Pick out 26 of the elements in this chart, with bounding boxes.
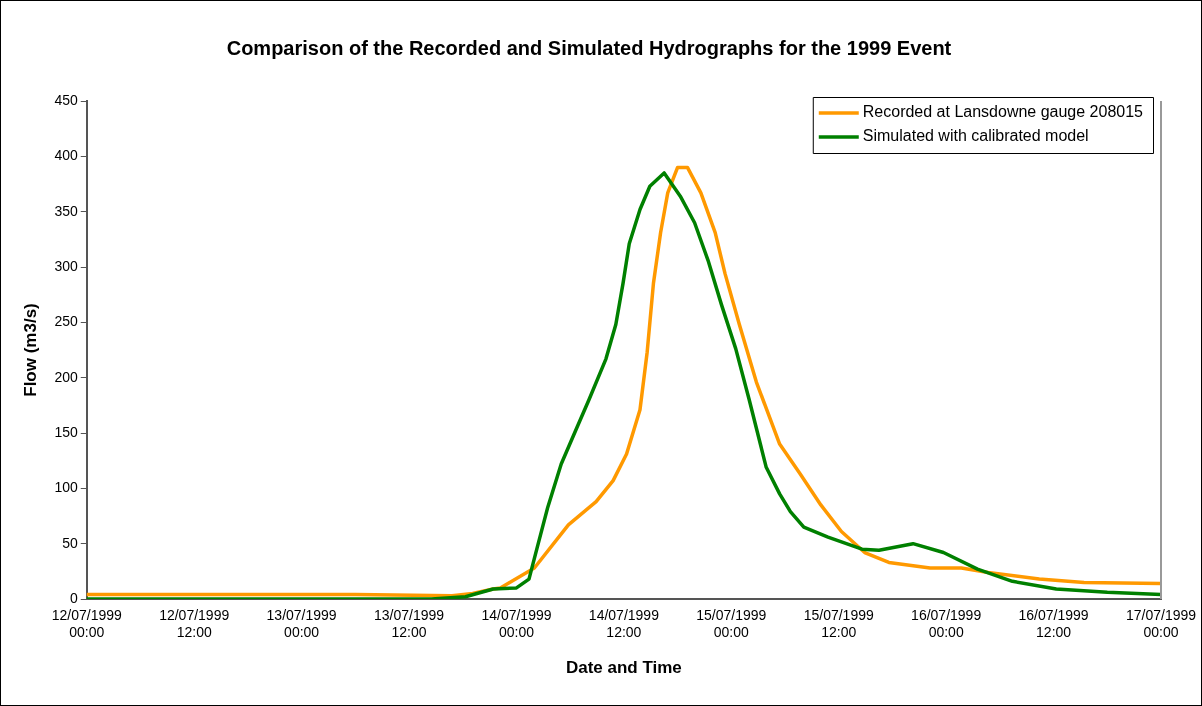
x-axis-title: Date and Time: [565, 658, 682, 678]
x-tick-label: 15/07/1999 12:00: [803, 607, 874, 641]
y-tick-label: 150: [54, 423, 78, 440]
y-axis-title: Flow (m3/s): [20, 303, 40, 397]
x-tick-label: 12/07/1999 00:00: [51, 607, 122, 641]
legend-label: Simulated with calibrated model: [862, 127, 1089, 145]
y-tick-label: 400: [54, 147, 78, 164]
x-tick-label: 16/07/1999 12:00: [1018, 607, 1089, 641]
x-tick-label: 13/07/1999 12:00: [373, 607, 445, 641]
x-tick-label: 13/07/1999 00:00: [266, 607, 337, 641]
y-tick-label: 300: [54, 257, 78, 274]
x-tick-label: 14/07/1999 00:00: [481, 607, 552, 641]
y-tick-label: 0: [69, 589, 78, 606]
y-tick-label: 50: [62, 534, 78, 551]
chart-title: Comparison of the Recorded and Simulated Hydrographs for the 1999 Event: [226, 36, 952, 59]
legend-label: Recorded at Lansdowne gauge 208015: [862, 103, 1144, 121]
y-tick-label: 250: [54, 313, 78, 330]
y-tick-label: 200: [54, 368, 78, 385]
y-tick-label: 100: [54, 479, 78, 496]
y-tick-label: 350: [54, 202, 78, 219]
y-tick-label: 450: [54, 91, 78, 108]
x-tick-label: 12/07/1999 12:00: [159, 607, 230, 641]
x-tick-label: 16/07/1999 00:00: [911, 607, 982, 641]
x-tick-label: 15/07/1999 00:00: [696, 607, 767, 641]
x-tick-label: 17/07/1999 00:00: [1125, 607, 1197, 641]
x-tick-label: 14/07/1999 12:00: [588, 607, 660, 641]
